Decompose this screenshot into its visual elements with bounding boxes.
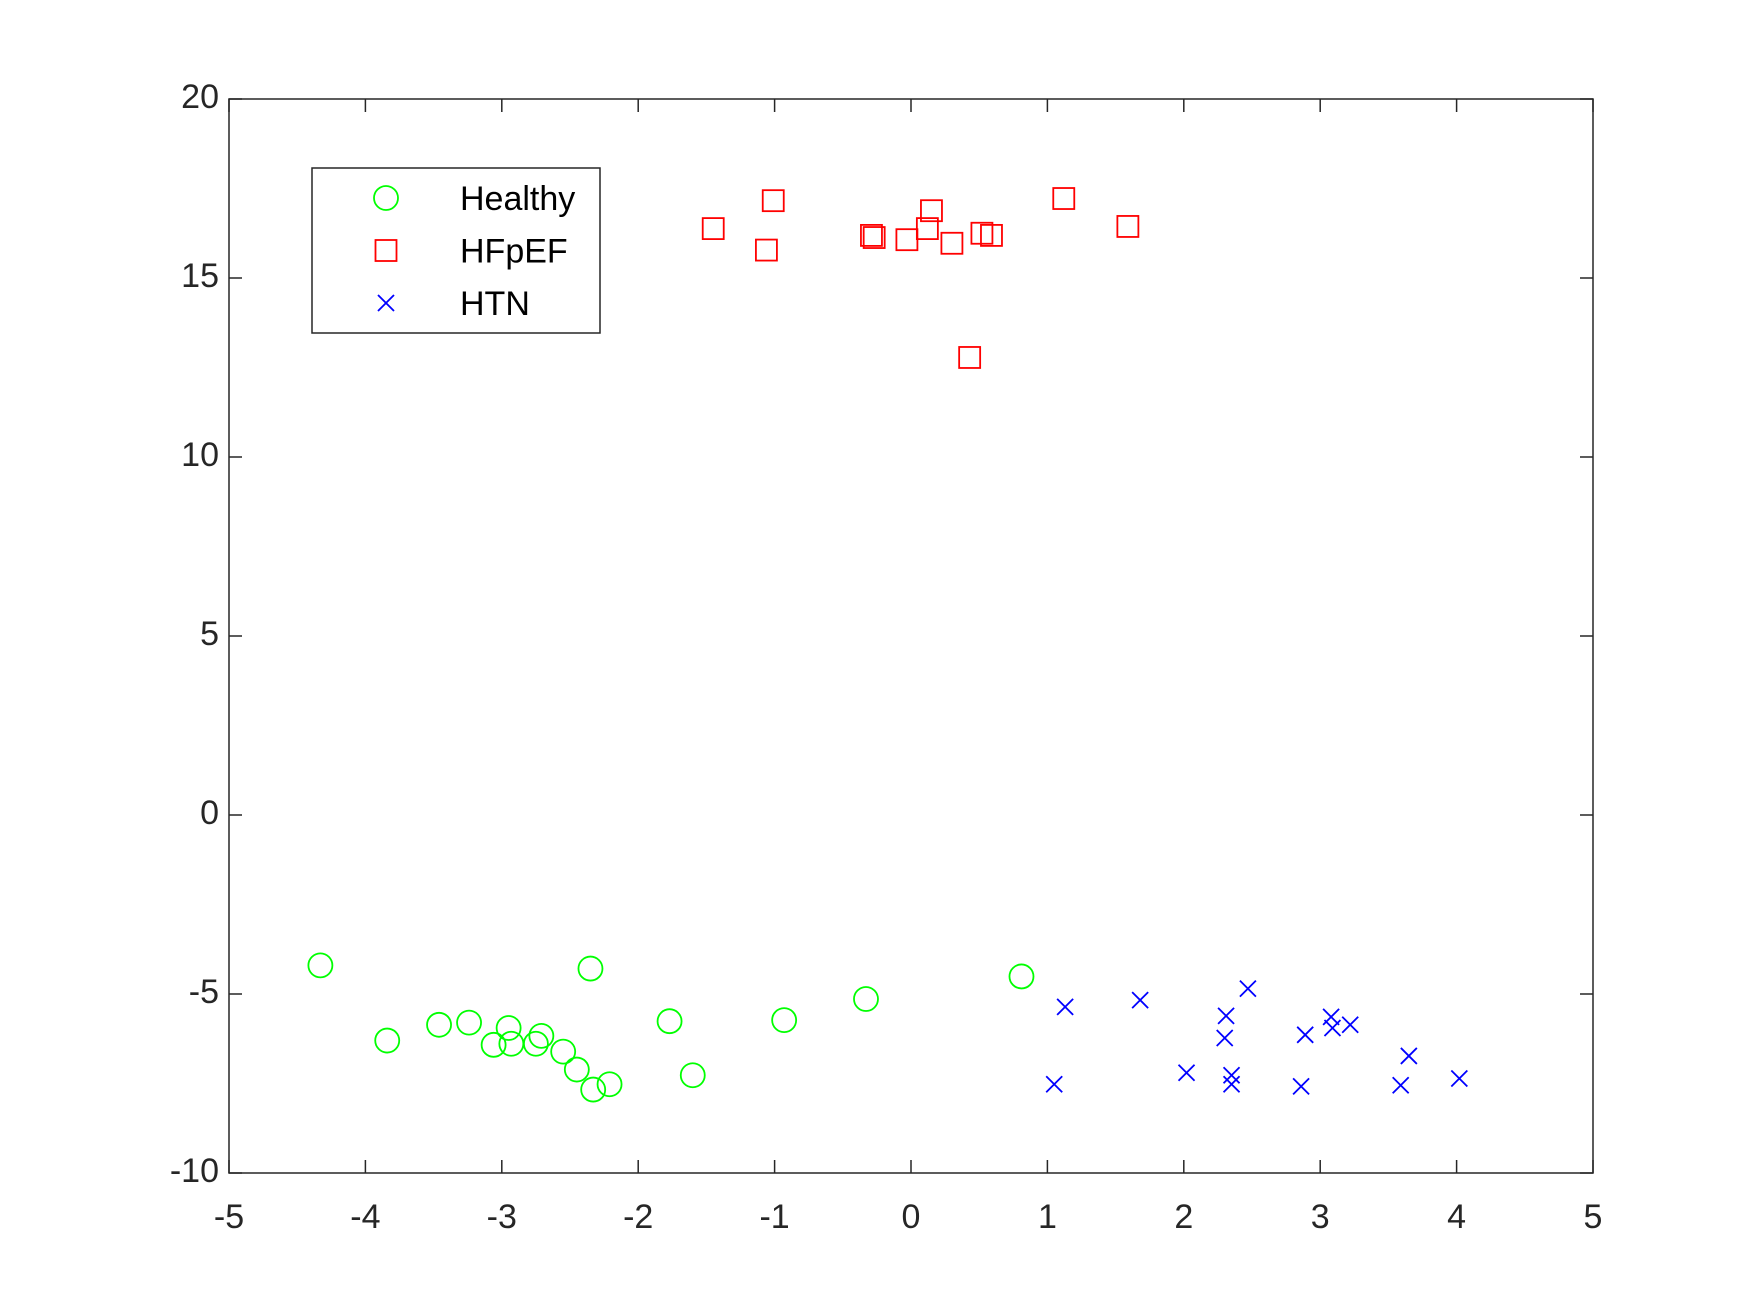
point — [860, 223, 883, 247]
point — [480, 1031, 507, 1058]
point — [1239, 979, 1257, 998]
point — [1341, 1016, 1359, 1034]
point — [596, 1071, 623, 1098]
x-tick-label: -2 — [623, 1198, 653, 1236]
point — [1222, 1066, 1241, 1084]
y-tick-label: -10 — [170, 1152, 219, 1190]
x-tick-label: 1 — [1038, 1198, 1057, 1236]
point — [374, 1027, 401, 1054]
point — [701, 217, 725, 240]
y-tick-label: -5 — [189, 973, 219, 1011]
x-tick-label: 4 — [1447, 1198, 1466, 1236]
point — [1323, 1019, 1342, 1037]
point — [523, 1030, 549, 1057]
point — [426, 1011, 452, 1038]
point — [970, 221, 994, 245]
point — [1450, 1069, 1468, 1088]
x-tick-label: 5 — [1584, 1198, 1603, 1236]
y-tick-label: 20 — [181, 78, 219, 116]
point — [550, 1038, 577, 1065]
point — [1216, 1029, 1234, 1047]
point — [1217, 1007, 1235, 1025]
legend-label: Healthy — [460, 180, 575, 218]
legend-marker — [374, 239, 398, 262]
point — [679, 1062, 706, 1089]
point — [915, 217, 939, 240]
point — [862, 226, 886, 249]
point — [1222, 1075, 1241, 1093]
x-tick-label: -5 — [214, 1198, 244, 1236]
x-tick-label: -4 — [350, 1198, 380, 1236]
legend-label: HTN — [460, 285, 530, 323]
point — [563, 1056, 590, 1083]
point — [1131, 991, 1149, 1009]
y-tick-label: 0 — [200, 794, 219, 832]
point — [761, 189, 785, 213]
point — [958, 346, 982, 369]
point — [456, 1009, 482, 1036]
y-tick-label: 15 — [181, 257, 219, 295]
point — [1392, 1076, 1410, 1094]
x-tick-label: -1 — [759, 1198, 789, 1236]
point — [1400, 1047, 1418, 1065]
point — [1116, 215, 1140, 238]
point — [853, 986, 879, 1012]
point — [307, 952, 334, 979]
point — [1056, 998, 1074, 1016]
point — [980, 223, 1003, 247]
point — [1008, 963, 1035, 990]
point — [920, 199, 943, 223]
point — [940, 231, 964, 255]
point — [580, 1076, 607, 1103]
legend-marker — [377, 294, 395, 312]
point — [577, 955, 604, 982]
legend-label: HFpEF — [460, 232, 568, 270]
point — [1177, 1064, 1196, 1082]
point — [528, 1022, 555, 1049]
point — [1292, 1077, 1310, 1095]
x-tick-label: 0 — [902, 1198, 921, 1236]
point — [1052, 187, 1076, 210]
point — [771, 1007, 798, 1034]
y-tick-label: 10 — [181, 436, 219, 474]
point — [495, 1015, 522, 1041]
point — [1296, 1026, 1314, 1044]
point — [755, 238, 778, 262]
legend-box — [311, 167, 601, 334]
axes-box — [228, 98, 1594, 1174]
x-tick-label: -3 — [487, 1198, 517, 1236]
point — [1045, 1075, 1063, 1093]
x-tick-label: 3 — [1311, 1198, 1330, 1236]
legend-marker — [373, 185, 399, 211]
y-tick-label: 5 — [200, 615, 219, 653]
x-tick-label: 2 — [1174, 1198, 1193, 1236]
point — [656, 1008, 683, 1035]
